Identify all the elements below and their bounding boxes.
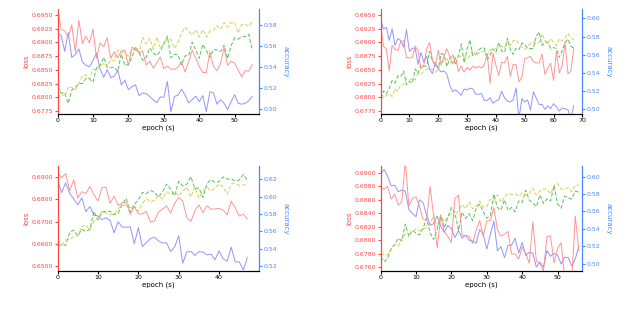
Y-axis label: loss: loss <box>346 55 352 68</box>
X-axis label: epoch (s): epoch (s) <box>142 124 175 131</box>
Y-axis label: accuracy: accuracy <box>282 46 289 77</box>
Y-axis label: loss: loss <box>23 55 29 68</box>
Y-axis label: loss: loss <box>23 211 29 225</box>
X-axis label: epoch (s): epoch (s) <box>465 281 498 288</box>
Y-axis label: accuracy: accuracy <box>605 46 611 77</box>
X-axis label: epoch (s): epoch (s) <box>142 281 175 288</box>
Y-axis label: accuracy: accuracy <box>605 202 611 234</box>
Y-axis label: loss: loss <box>346 211 352 225</box>
X-axis label: epoch (s): epoch (s) <box>465 124 498 131</box>
Y-axis label: accuracy: accuracy <box>282 202 289 234</box>
